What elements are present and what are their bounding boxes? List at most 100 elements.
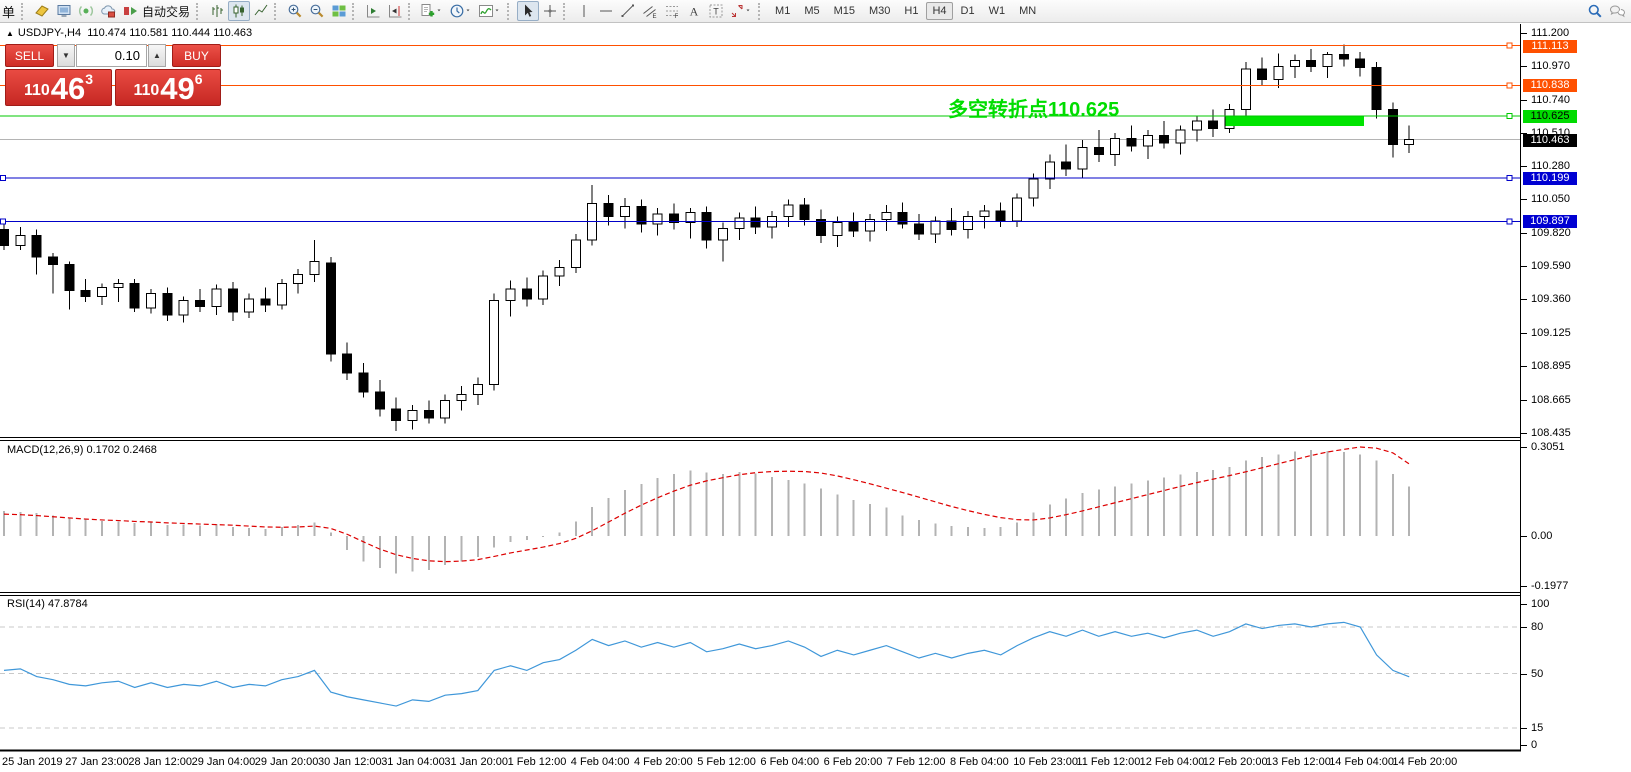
channel-button[interactable]: E (639, 1, 661, 21)
candle-body (260, 298, 271, 306)
macd-values: 0.1702 0.2468 (86, 444, 157, 456)
chart-shift-icon (367, 5, 380, 18)
chart-area[interactable] (0, 24, 1521, 752)
line-handle[interactable] (0, 174, 6, 181)
candle-body (865, 219, 876, 232)
text-button[interactable]: A (683, 1, 705, 21)
arrows-icon (731, 5, 743, 17)
line-handle[interactable] (1506, 113, 1513, 120)
signal-button[interactable] (75, 1, 97, 21)
candle-body (1110, 138, 1121, 156)
candle-body (979, 210, 990, 218)
timeframe-m30-button[interactable]: M30 (863, 2, 896, 20)
timeframe-d1-button[interactable]: D1 (955, 2, 981, 20)
auto-scroll-button[interactable] (384, 1, 406, 21)
one-click-trading-panel: SELL ▼ 0.10 ▲ BUY 110 46 3 110 49 6 (5, 44, 221, 106)
timeframe-mn-button[interactable]: MN (1013, 2, 1042, 20)
volume-increase-button[interactable]: ▲ (148, 44, 166, 67)
axis-tick (1521, 133, 1527, 134)
zoom-in-button[interactable] (284, 1, 306, 21)
line-handle[interactable] (0, 218, 6, 225)
line-chart-button[interactable] (250, 1, 272, 21)
timeframe-h4-button[interactable]: H4 (926, 2, 953, 20)
sell-button[interactable]: SELL (5, 44, 54, 67)
candle-body (489, 300, 500, 386)
vertical-line-button[interactable] (573, 1, 595, 21)
candle-body (1371, 67, 1382, 111)
toolbar-separator (758, 2, 764, 20)
buy-button[interactable]: BUY (172, 44, 221, 67)
autotrading-button[interactable]: 自动交易 (119, 1, 194, 21)
search-button[interactable] (1584, 1, 1606, 21)
axis-tick (1521, 447, 1527, 448)
sell-price-button[interactable]: 110 46 3 (5, 69, 112, 106)
period-button[interactable] (447, 1, 476, 21)
book-button[interactable] (31, 1, 53, 21)
vertical-line-icon (583, 5, 585, 17)
timeframe-m5-button[interactable]: M5 (798, 2, 825, 20)
candle-body (652, 213, 663, 225)
order-label[interactable]: 单 (2, 4, 16, 20)
new-order-button[interactable] (418, 1, 447, 21)
candle-body (750, 217, 761, 228)
price-tick-label: 110.050 (1531, 193, 1570, 205)
candle-body (178, 300, 189, 316)
timeframe-w1-button[interactable]: W1 (983, 2, 1012, 20)
axis-tick (1521, 33, 1527, 34)
trendline-button[interactable] (617, 1, 639, 21)
horizontal-line-button[interactable] (595, 1, 617, 21)
line-handle[interactable] (1506, 218, 1513, 225)
support-zone-rectangle[interactable] (1225, 116, 1365, 126)
fibonacci-button[interactable]: F (661, 1, 683, 21)
price-level-badge: 110.625 (1523, 110, 1577, 123)
crosshair-button[interactable] (539, 1, 561, 21)
indicators-button[interactable] (476, 1, 505, 21)
caret-down-icon (466, 9, 470, 11)
cloud-icon (101, 5, 116, 18)
new-order-icon (421, 4, 435, 17)
candle-body (472, 384, 483, 396)
line-handle[interactable] (1506, 82, 1513, 89)
buy-price-button[interactable]: 110 49 6 (115, 69, 221, 106)
turning-point-annotation[interactable]: 多空转折点110.625 (948, 99, 1120, 121)
timeframe-m15-button[interactable]: M15 (828, 2, 861, 20)
cursor-button[interactable] (517, 1, 540, 21)
candle-body (897, 211, 908, 225)
price-scale[interactable]: 111.200 110.970 110.740 110.510 110.280 110.0… (1521, 24, 1631, 752)
volume-decrease-button[interactable]: ▼ (57, 44, 75, 67)
channel-icon: E (643, 6, 657, 19)
candle-body (440, 399, 451, 419)
zoom-out-button[interactable] (306, 1, 328, 21)
axis-tick (1521, 233, 1527, 234)
chart-shift-button[interactable] (362, 1, 384, 21)
cloud-button[interactable] (97, 1, 119, 21)
chat-icon (1609, 5, 1625, 18)
time-axis[interactable]: 25 Jan 2019 27 Jan 23:00 28 Jan 12:00 29 Ja… (0, 752, 1521, 772)
price-tick-label: 108.665 (1531, 394, 1571, 406)
candlestick-chart-button[interactable] (228, 1, 251, 21)
candle-body (423, 410, 434, 419)
arrows-button[interactable] (727, 1, 756, 21)
text-label-button[interactable]: T (705, 1, 727, 21)
text-icon: A (690, 5, 699, 19)
candle-body (162, 292, 173, 316)
candle-body (391, 408, 402, 422)
chat-button[interactable] (1606, 1, 1628, 21)
timeframe-h1-button[interactable]: H1 (898, 2, 924, 20)
candle-body (129, 282, 140, 309)
price-tick-label: 109.590 (1531, 260, 1571, 272)
candle-body (1012, 197, 1023, 222)
tile-windows-button[interactable] (328, 1, 350, 21)
candle-body (1273, 65, 1284, 80)
line-handle[interactable] (1506, 42, 1513, 49)
axis-tick (1521, 299, 1527, 300)
book-icon (35, 5, 49, 17)
line-handle[interactable] (1506, 174, 1513, 181)
monitor-button[interactable] (53, 1, 75, 21)
volume-input[interactable]: 0.10 (76, 44, 147, 67)
bar-chart-button[interactable] (206, 1, 228, 21)
collapse-panel-icon[interactable]: ▲ (6, 29, 14, 38)
timeframe-m1-button[interactable]: M1 (769, 2, 796, 20)
time-tick-label: 6 Feb 20:00 (823, 756, 883, 768)
candle-body (1404, 139, 1415, 145)
